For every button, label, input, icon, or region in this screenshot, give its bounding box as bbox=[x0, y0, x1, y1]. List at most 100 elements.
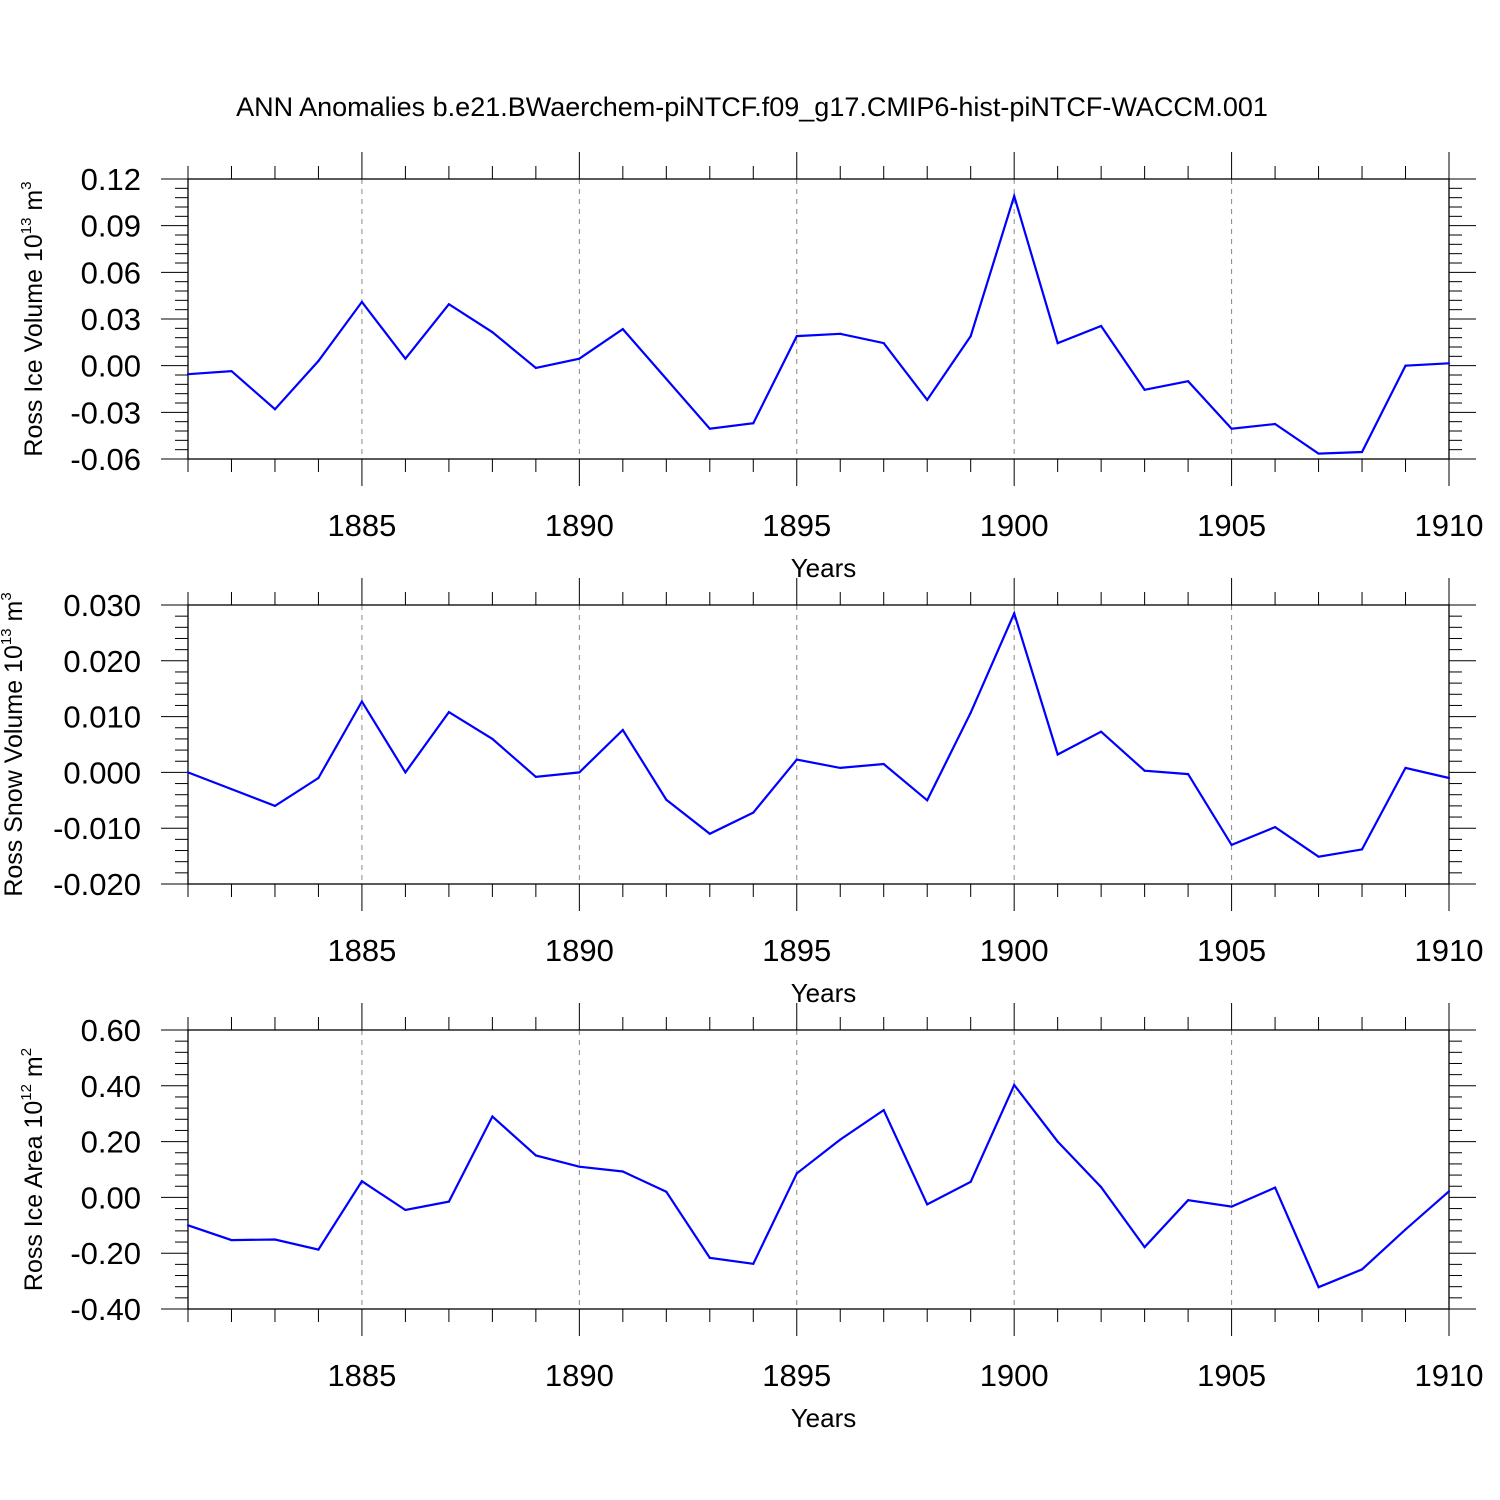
y-axis-label-superscript: 12 bbox=[18, 1084, 35, 1101]
y-axis-label: Ross Snow Volume 1013 m3 bbox=[0, 592, 28, 896]
data-point bbox=[273, 804, 277, 807]
y-axis-label: Ross Ice Area 1012 m2 bbox=[18, 1048, 48, 1291]
data-point bbox=[491, 1115, 494, 1118]
y-axis-label-part: m bbox=[0, 601, 28, 629]
series-line bbox=[187, 610, 1450, 858]
x-tick-label: 1890 bbox=[545, 1358, 614, 1393]
data-point bbox=[969, 711, 972, 714]
y-tick-label: 0.20 bbox=[81, 1125, 141, 1160]
data-point bbox=[534, 366, 537, 370]
data-point bbox=[1447, 1190, 1451, 1193]
x-tick-label: 1895 bbox=[762, 508, 831, 543]
y-axis-label-superscript: 3 bbox=[18, 181, 35, 189]
data-point bbox=[1360, 848, 1364, 851]
y-tick-label: -0.06 bbox=[70, 442, 141, 477]
data-point bbox=[621, 328, 624, 331]
data-point bbox=[1404, 364, 1407, 367]
y-tick-label: 0.09 bbox=[81, 209, 141, 244]
data-point bbox=[1273, 825, 1277, 829]
data-point bbox=[926, 1203, 929, 1206]
data-point bbox=[534, 1154, 537, 1157]
x-tick-label: 1905 bbox=[1197, 1358, 1266, 1393]
data-point bbox=[578, 357, 581, 360]
y-tick-label: -0.40 bbox=[70, 1292, 141, 1327]
data-point bbox=[1187, 1199, 1190, 1202]
data-point bbox=[621, 1170, 624, 1173]
data-point bbox=[665, 377, 668, 380]
data-point bbox=[1056, 342, 1059, 345]
data-point bbox=[1360, 450, 1364, 454]
data-point bbox=[1317, 855, 1320, 858]
y-tick-label: 0.00 bbox=[81, 349, 141, 384]
data-point bbox=[1447, 362, 1451, 365]
x-tick-label: 1905 bbox=[1197, 508, 1266, 543]
y-axis-label-superscript: 13 bbox=[18, 218, 35, 235]
data-point bbox=[882, 762, 885, 766]
y-tick-label: -0.03 bbox=[70, 395, 141, 430]
data-point bbox=[1447, 776, 1451, 780]
y-tick-label: -0.020 bbox=[53, 867, 141, 902]
panel-1: -0.06 -0.03 0.00 0.03 0.06 0.09 0.12 1885 1890 18… bbox=[18, 152, 1483, 583]
data-point bbox=[1143, 769, 1146, 772]
y-axis-label-part: Ross Ice Volume 10 bbox=[20, 234, 48, 456]
x-tick-label: 1885 bbox=[327, 508, 396, 543]
x-tick-label: 1895 bbox=[762, 1358, 831, 1393]
data-point bbox=[1230, 1205, 1233, 1208]
data-point bbox=[969, 335, 972, 338]
data-point bbox=[882, 342, 885, 345]
data-point bbox=[317, 1248, 320, 1251]
y-tick-label: 0.030 bbox=[63, 588, 141, 623]
x-tick-label: 1890 bbox=[545, 508, 614, 543]
data-point bbox=[621, 728, 624, 732]
y-tick-label: 0.12 bbox=[81, 162, 141, 197]
y-tick-label: -0.20 bbox=[70, 1236, 141, 1271]
y-axis-label-superscript: 3 bbox=[0, 592, 15, 600]
data-point bbox=[1273, 422, 1277, 426]
data-point bbox=[317, 359, 320, 363]
x-tick-label: 1895 bbox=[762, 933, 831, 968]
data-point bbox=[1404, 1228, 1407, 1231]
y-axis-label-part: Ross Ice Area 10 bbox=[20, 1101, 48, 1291]
data-point bbox=[1100, 324, 1103, 328]
data-point bbox=[360, 1180, 364, 1183]
data-point bbox=[1143, 388, 1146, 391]
data-point bbox=[839, 1138, 842, 1141]
x-tick-label: 1900 bbox=[980, 508, 1049, 543]
x-tick-label: 1910 bbox=[1415, 1358, 1484, 1393]
data-point bbox=[882, 1108, 885, 1112]
data-point bbox=[186, 373, 190, 376]
data-point bbox=[360, 700, 364, 703]
data-point bbox=[230, 1238, 233, 1242]
data-point bbox=[708, 1256, 711, 1260]
data-point bbox=[186, 771, 190, 774]
y-tick-label: 0.000 bbox=[63, 755, 141, 790]
data-point bbox=[317, 776, 320, 780]
x-tick-label: 1900 bbox=[980, 933, 1049, 968]
y-axis-label: Ross Ice Volume 1013 m3 bbox=[18, 181, 48, 456]
plot-frame bbox=[187, 1029, 1450, 1310]
data-point bbox=[1230, 843, 1233, 847]
data-point bbox=[447, 1200, 450, 1203]
data-point bbox=[1143, 1245, 1146, 1249]
data-point bbox=[1317, 1286, 1320, 1289]
data-point bbox=[404, 771, 407, 774]
data-point bbox=[273, 408, 277, 411]
data-point bbox=[665, 798, 668, 801]
y-axis-label-part: Ross Snow Volume 10 bbox=[0, 645, 28, 897]
y-axis-label-superscript: 2 bbox=[18, 1048, 35, 1056]
data-point bbox=[1187, 772, 1190, 776]
y-tick-label: 0.06 bbox=[81, 255, 141, 290]
x-tick-label: 1900 bbox=[980, 1358, 1049, 1393]
data-point bbox=[491, 737, 494, 741]
data-point bbox=[1013, 612, 1016, 615]
data-point bbox=[447, 303, 450, 306]
data-point bbox=[534, 775, 537, 778]
data-point bbox=[969, 1180, 972, 1183]
x-axis-label: Years bbox=[791, 1403, 857, 1433]
data-point bbox=[1187, 380, 1190, 383]
y-axis-label-part: m bbox=[20, 190, 48, 218]
data-point bbox=[578, 1165, 581, 1168]
y-axis-label-superscript: 13 bbox=[0, 628, 15, 645]
data-point bbox=[404, 357, 407, 360]
